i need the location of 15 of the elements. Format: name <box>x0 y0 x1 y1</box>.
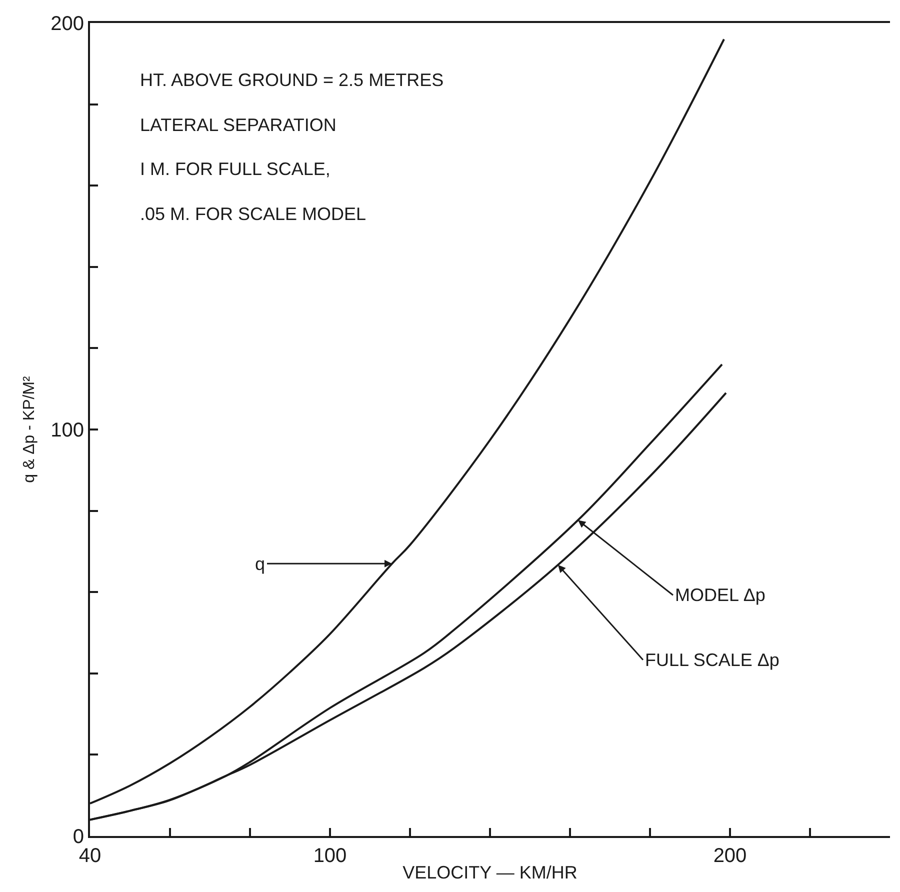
x-tick-label: 40 <box>78 845 102 867</box>
annotation: HT. ABOVE GROUND = 2.5 METRES <box>140 70 444 90</box>
x-axis-title: VELOCITY — KM/HR <box>402 862 578 883</box>
y-axis-title: q & Δp - KP/M² <box>21 375 38 483</box>
x-tick-label: 200 <box>713 845 747 867</box>
annotation: q <box>255 554 266 574</box>
y-tick-label: 100 <box>50 420 84 442</box>
annotation: I M. FOR FULL SCALE, <box>140 159 330 179</box>
annotation: MODEL Δp <box>675 585 766 605</box>
y-tick-label: 0 <box>72 826 84 848</box>
annotation: FULL SCALE Δp <box>645 650 780 670</box>
x-tick-label: 100 <box>313 845 347 867</box>
y-tick-label: 200 <box>50 13 84 35</box>
annotation: LATERAL SEPARATION <box>140 115 336 135</box>
annotation: .05 M. FOR SCALE MODEL <box>140 204 366 224</box>
